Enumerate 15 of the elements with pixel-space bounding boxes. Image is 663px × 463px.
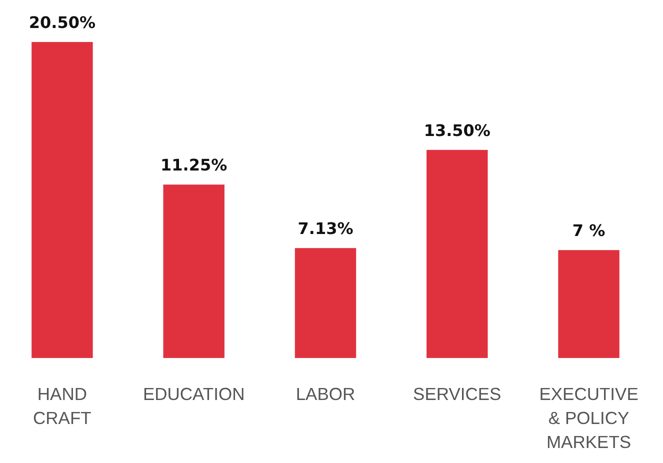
bar bbox=[294, 248, 356, 358]
data-label: 13.50% bbox=[424, 120, 490, 140]
data-label: 11.25% bbox=[160, 156, 228, 175]
data-label: 7 % bbox=[572, 221, 606, 240]
data-label: 20.50% bbox=[28, 13, 96, 32]
x-tick-label: EXECUTIVE & POLICY MARKETS bbox=[539, 384, 638, 452]
data-label: 7.13% bbox=[298, 219, 354, 238]
x-tick-label: LABOR bbox=[296, 384, 356, 404]
bar bbox=[163, 184, 224, 358]
x-tick-label: SERVICES bbox=[413, 384, 502, 404]
bar bbox=[558, 250, 620, 358]
x-tick-label: EDUCATION bbox=[142, 384, 245, 404]
bar bbox=[426, 150, 488, 358]
x-tick-label: HAND CRAFT bbox=[33, 384, 92, 428]
bar bbox=[32, 42, 93, 358]
